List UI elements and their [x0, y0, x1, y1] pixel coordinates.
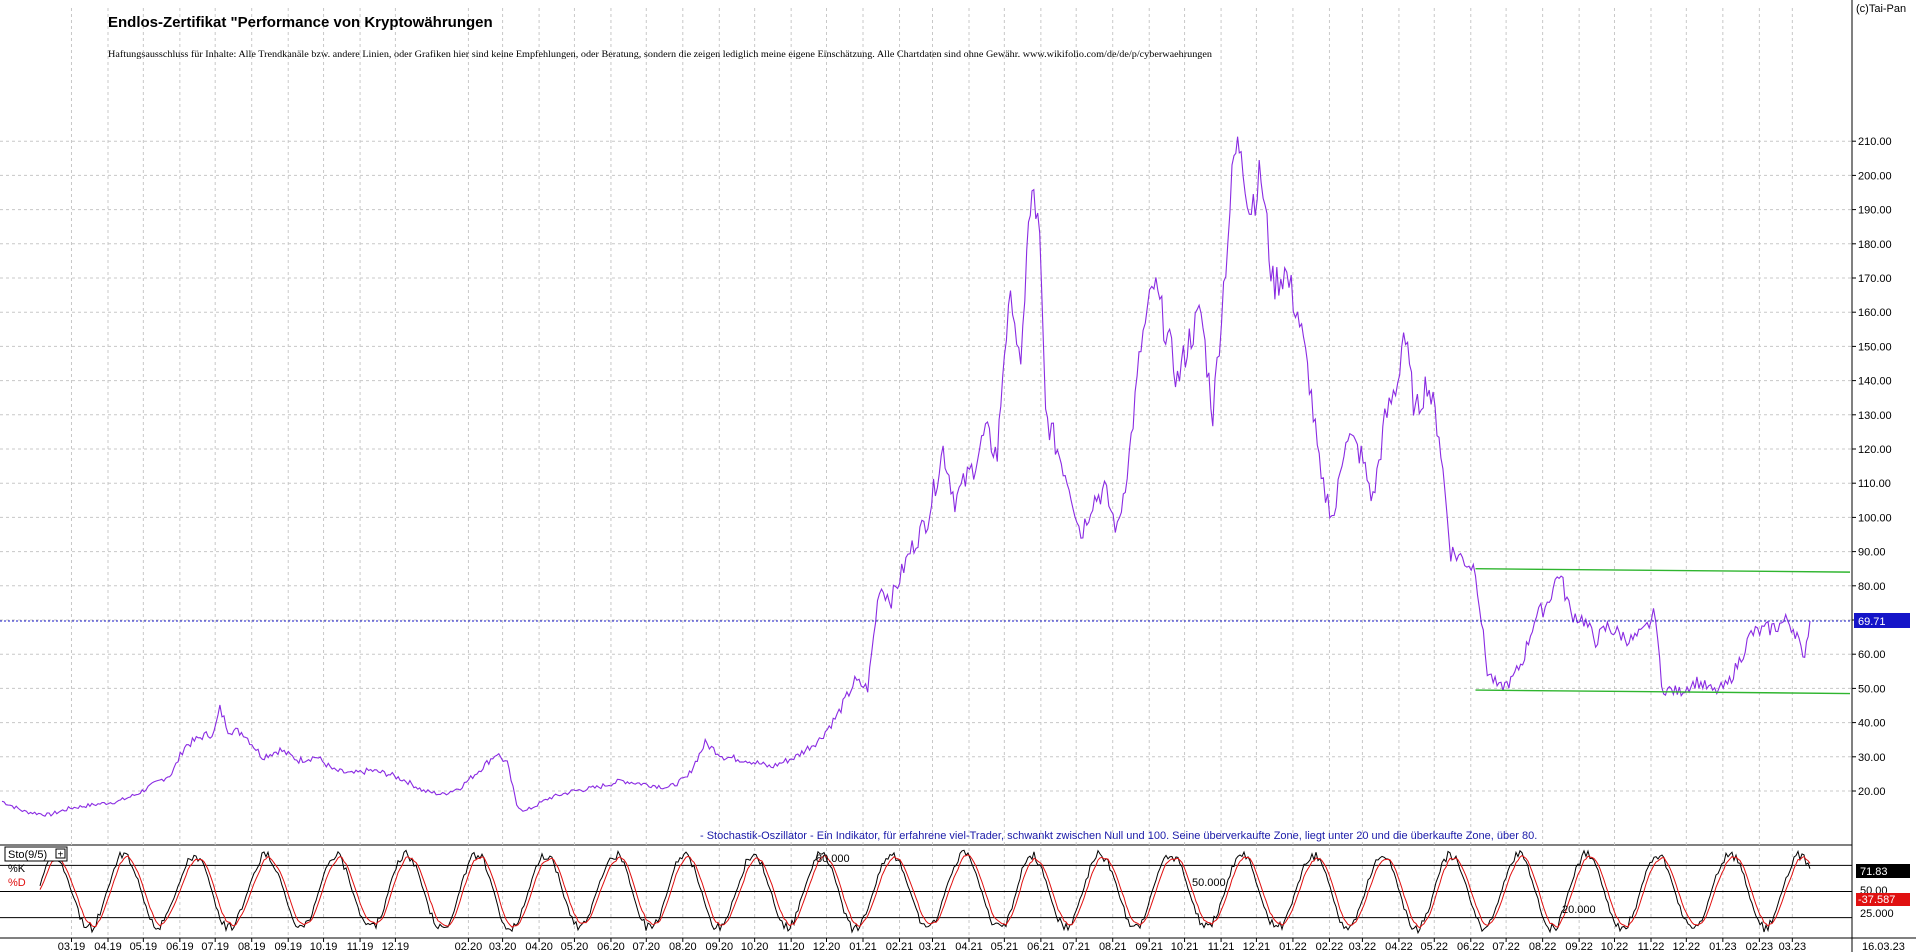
k-value-label: 71.83	[1860, 866, 1888, 878]
x-tick-label: 10.21	[1171, 941, 1199, 952]
x-tick-label: 09.20	[706, 941, 734, 952]
y-tick-label: 90.00	[1858, 547, 1886, 559]
y-tick-label: 180.00	[1858, 239, 1892, 251]
x-tick-label: 11.22	[1638, 941, 1665, 952]
x-tick-label: 04.19	[94, 941, 122, 952]
x-tick-label: 11.19	[347, 941, 374, 952]
indicator-box[interactable]	[4, 846, 68, 862]
plus-glyph: +	[58, 850, 64, 861]
x-tick-label: 07.22	[1492, 941, 1520, 952]
disclaimer-text: Haftungsausschluss für Inhalte: Alle Tre…	[108, 49, 1212, 60]
x-tick-label: 06.19	[166, 941, 194, 952]
series-layer	[0, 136, 1852, 817]
indicator-label: Sto(9/5)	[8, 849, 47, 861]
current-value-box	[1854, 612, 1910, 628]
channel-lower-line	[1475, 689, 1851, 695]
y-tick-label: 80.00	[1858, 581, 1886, 593]
x-tick-label: 12.21	[1243, 941, 1271, 952]
x-tick-label: 11.21	[1208, 941, 1235, 952]
y-tick-label: 210.00	[1858, 136, 1892, 148]
x-tick-label: 12.22	[1673, 941, 1701, 952]
stochastic-annotation: - Stochastik-Oszillator - Ein Indikator,…	[700, 830, 1537, 842]
y-tick-label: 140.00	[1858, 376, 1892, 388]
level-label-50: 50.000	[1192, 877, 1226, 889]
x-tick-label: 10.19	[310, 941, 338, 952]
x-tick-label: 02.21	[886, 941, 914, 952]
x-tick-label: 02.22	[1316, 941, 1344, 952]
y-tick-label: 40.00	[1858, 718, 1886, 730]
y-tick-label: 60.00	[1858, 649, 1886, 661]
x-tick-label: 01.22	[1279, 941, 1307, 952]
x-tick-label: 04.20	[525, 941, 553, 952]
stoch-k-line	[39, 849, 1811, 935]
x-tick-label: 09.19	[274, 941, 302, 952]
x-tick-label: 08.22	[1529, 941, 1557, 952]
y-tick-label: 150.00	[1858, 341, 1892, 353]
x-date-label: 16.03.23	[1862, 941, 1905, 952]
x-tick-label: 05.20	[561, 941, 589, 952]
y-tick-label: 30.00	[1858, 752, 1886, 764]
x-tick-label: 06.20	[597, 941, 625, 952]
level-label-80: 80.000	[816, 853, 850, 865]
x-tick-label: 05.22	[1421, 941, 1449, 952]
x-tick-label: 06.22	[1457, 941, 1485, 952]
x-tick-label: 08.21	[1099, 941, 1127, 952]
x-tick-label: 08.20	[669, 941, 697, 952]
x-tick-label: 07.21	[1062, 941, 1090, 952]
stoch-axis-25: 25.000	[1860, 908, 1894, 920]
x-tick-label: 03.20	[489, 941, 517, 952]
x-tick-label: 10.22	[1601, 941, 1629, 952]
y-tick-label: 190.00	[1858, 205, 1892, 217]
copyright-text: (c)Tai-Pan	[1856, 3, 1906, 15]
grid	[0, 8, 1852, 938]
x-tick-label: 07.19	[201, 941, 229, 952]
level-label-20: 20.000	[1562, 904, 1596, 916]
x-tick-label: 08.19	[238, 941, 266, 952]
x-tick-label: 06.21	[1027, 941, 1055, 952]
x-tick-label: 03.23	[1779, 941, 1807, 952]
d-value-box	[1856, 893, 1910, 906]
x-tick-label: 03.22	[1349, 941, 1377, 952]
y-tick-label: 110.00	[1858, 478, 1891, 490]
y-tick-label: 20.00	[1858, 786, 1886, 798]
y-tick-label: 100.00	[1858, 512, 1892, 524]
legend-d: %D	[8, 877, 26, 889]
channel-upper-line	[1475, 568, 1851, 573]
y-axis: 20.0030.0040.0050.0060.0070.0080.0090.00…	[1851, 0, 1892, 952]
x-axis: 03.19 04.19 05.19 06.19 07.19 08.19 09.19 10.19…	[0, 937, 1916, 952]
legend-k: %K	[8, 863, 26, 875]
x-tick-label: 05.21	[991, 941, 1019, 952]
y-tick-label: 120.00	[1858, 444, 1892, 456]
x-tick-label: 04.21	[955, 941, 983, 952]
d-value-label: -37.587	[1858, 894, 1895, 906]
y-tick-label: 170.00	[1858, 273, 1892, 285]
k-value-box	[1856, 864, 1910, 878]
expand-icon[interactable]	[55, 848, 66, 859]
y-tick-label: 50.00	[1858, 683, 1886, 695]
x-tick-label: 05.19	[130, 941, 158, 952]
x-tick-label: 02.20	[455, 941, 483, 952]
y-tick-label: 200.00	[1858, 170, 1892, 182]
x-tick-label: 10.20	[741, 941, 769, 952]
x-tick-label: 03.19	[58, 941, 86, 952]
x-tick-label: 04.22	[1385, 941, 1413, 952]
y-tick-label: 160.00	[1858, 307, 1892, 319]
x-tick-label: 01.21	[849, 941, 877, 952]
x-tick-label: 09.21	[1135, 941, 1163, 952]
x-tick-label: 12.19	[382, 941, 410, 952]
x-tick-label: 12.20	[813, 941, 841, 952]
x-tick-label: 07.20	[633, 941, 661, 952]
y-tick-label: 130.00	[1858, 410, 1892, 422]
stoch-d-line	[39, 854, 1811, 929]
stochastic-panel: Sto(9/5) +%K%D80.00050.00020.00071.8350.0…	[0, 846, 1910, 935]
x-tick-label: 03.21	[919, 941, 947, 952]
x-tick-label: 01.23	[1709, 941, 1737, 952]
x-tick-label: 02.23	[1746, 941, 1774, 952]
price-line	[1, 136, 1811, 817]
chart-title: Endlos-Zertifikat "Performance von Krypt…	[108, 14, 493, 31]
x-tick-label: 11.20	[778, 941, 805, 952]
current-value-label: 69.71	[1858, 616, 1886, 628]
x-tick-label: 09.22	[1565, 941, 1593, 952]
